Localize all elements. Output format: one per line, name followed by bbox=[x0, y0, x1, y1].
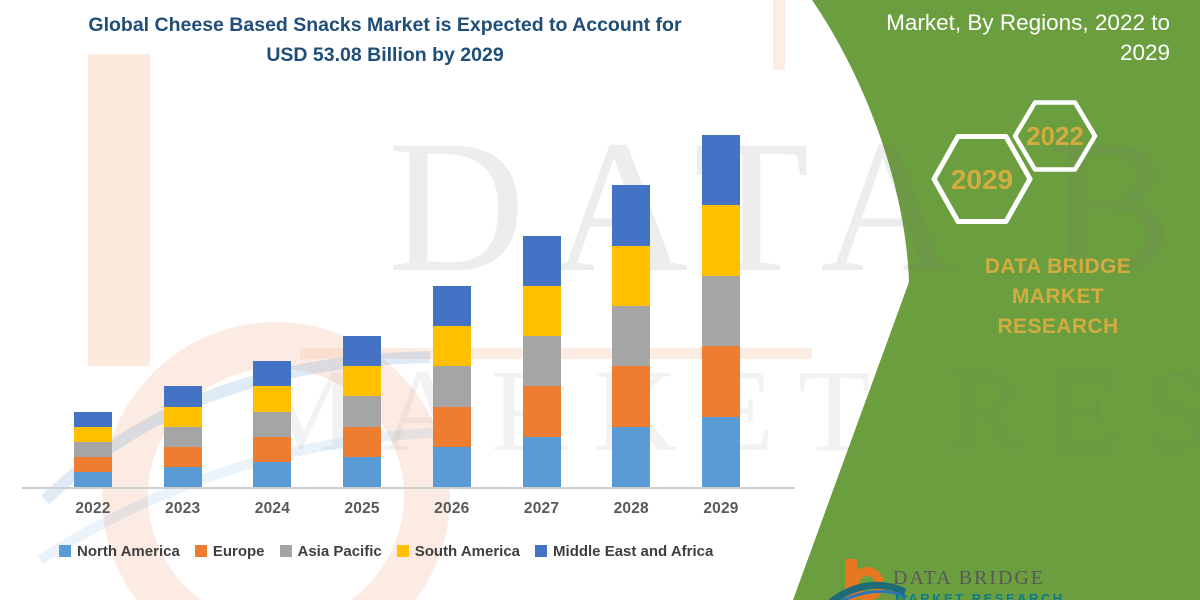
bar-segment-south-america-2024 bbox=[253, 386, 292, 412]
bar-segment-middle-east-and-africa-2027 bbox=[522, 235, 561, 286]
bar-segment-south-america-2026 bbox=[432, 326, 471, 367]
bar-segment-south-america-2025 bbox=[343, 366, 382, 397]
x-axis-label-2022: 2022 bbox=[75, 500, 111, 517]
panel-header-line1: Market, By Regions, 2022 to bbox=[886, 10, 1170, 35]
bar-segment-north-america-2022 bbox=[74, 471, 112, 487]
legend-item-europe: Europe bbox=[194, 542, 265, 560]
panel-header-line2: 2029 bbox=[1119, 40, 1170, 65]
bar-segment-south-america-2022 bbox=[74, 426, 112, 442]
panel-brand-text: DATA BRIDGE MARKET RESEARCH bbox=[938, 252, 1178, 342]
bar-segment-europe-2022 bbox=[74, 456, 112, 472]
hexagon-2022: 2022 bbox=[1012, 100, 1098, 172]
legend-item-south-america: South America bbox=[396, 542, 521, 560]
bar-segment-north-america-2026 bbox=[432, 446, 471, 487]
bar-segment-north-america-2023 bbox=[163, 466, 202, 487]
bar-segment-asia-pacific-2026 bbox=[432, 366, 471, 407]
bar-segment-north-america-2027 bbox=[522, 436, 561, 487]
chart-title-line1: Global Cheese Based Snacks Market is Exp… bbox=[88, 14, 682, 36]
bar-segment-south-america-2029 bbox=[701, 205, 740, 276]
bar-segment-asia-pacific-2028 bbox=[612, 305, 651, 367]
hexagon-2029: 2029 bbox=[931, 134, 1033, 224]
panel-brand-line1: DATA BRIDGE MARKET bbox=[984, 255, 1132, 308]
legend-swatch bbox=[396, 545, 409, 557]
x-axis-label-2026: 2026 bbox=[434, 500, 470, 517]
x-axis-label-2025: 2025 bbox=[344, 500, 380, 517]
green-panel-shape bbox=[793, 0, 1200, 600]
x-axis-label-2023: 2023 bbox=[165, 500, 201, 517]
bar-segment-asia-pacific-2022 bbox=[74, 441, 112, 457]
legend-label: Europe bbox=[212, 542, 265, 560]
bar-segment-europe-2023 bbox=[163, 446, 202, 467]
legend-swatch bbox=[194, 545, 207, 557]
bar-segment-south-america-2023 bbox=[163, 406, 202, 427]
bar-segment-middle-east-and-africa-2029 bbox=[701, 134, 740, 206]
chart-legend: North America Europe Asia Pacific South Ame… bbox=[59, 541, 799, 561]
bar-segment-asia-pacific-2025 bbox=[343, 396, 382, 427]
bar-segment-asia-pacific-2027 bbox=[522, 336, 561, 387]
bar-segment-europe-2028 bbox=[612, 366, 651, 427]
footer-logo-name: DATA BRIDGE bbox=[893, 567, 1046, 589]
legend-label: Asia Pacific bbox=[297, 542, 382, 560]
chart-title-line2: USD 53.08 Billion by 2029 bbox=[266, 44, 504, 66]
legend-swatch bbox=[279, 545, 292, 557]
bar-segment-asia-pacific-2023 bbox=[163, 426, 202, 447]
bar-segment-europe-2029 bbox=[701, 346, 740, 417]
x-axis-line bbox=[22, 487, 795, 489]
bar-segment-europe-2025 bbox=[343, 426, 382, 457]
panel-header: Market, By Regions, 2022 to 2029 bbox=[850, 8, 1170, 68]
hexagon-2029-label: 2029 bbox=[951, 164, 1013, 195]
bar-segment-middle-east-and-africa-2023 bbox=[163, 386, 202, 407]
hexagon-2022-label: 2022 bbox=[1026, 121, 1084, 151]
bar-segment-south-america-2028 bbox=[612, 245, 651, 306]
bar-segment-asia-pacific-2024 bbox=[253, 411, 292, 437]
x-axis-label-2029: 2029 bbox=[703, 500, 739, 517]
footer-logo-subtitle: MARKET RESEARCH bbox=[895, 591, 1065, 600]
bar-segment-north-america-2024 bbox=[253, 461, 292, 487]
legend-label: Middle East and Africa bbox=[553, 542, 714, 560]
bar-segment-south-america-2027 bbox=[522, 285, 561, 337]
x-axis-label-2027: 2027 bbox=[523, 500, 560, 517]
bar-segment-middle-east-and-africa-2025 bbox=[343, 336, 382, 367]
legend-item-asia-pacific: Asia Pacific bbox=[279, 542, 382, 560]
legend-item-north-america: North America bbox=[59, 543, 180, 560]
bar-segment-middle-east-and-africa-2024 bbox=[253, 361, 292, 387]
legend-item-middle-east-and-africa: Middle East and Africa bbox=[535, 543, 713, 560]
bar-segment-north-america-2029 bbox=[701, 416, 740, 487]
bar-segment-europe-2024 bbox=[253, 436, 292, 462]
x-axis-label-2024: 2024 bbox=[254, 500, 291, 517]
legend-swatch bbox=[535, 545, 548, 557]
x-axis-label-2028: 2028 bbox=[613, 500, 649, 517]
bar-segment-middle-east-and-africa-2026 bbox=[432, 285, 471, 327]
bar-segment-europe-2026 bbox=[432, 406, 471, 447]
legend-swatch bbox=[59, 545, 71, 557]
legend-label: North America bbox=[77, 542, 180, 560]
bar-segment-middle-east-and-africa-2022 bbox=[74, 411, 112, 427]
bar-segment-middle-east-and-africa-2028 bbox=[612, 185, 651, 246]
bar-segment-north-america-2028 bbox=[612, 426, 651, 487]
data-bridge-logo-icon bbox=[828, 559, 908, 600]
chart-title: Global Cheese Based Snacks Market is Exp… bbox=[55, 10, 715, 70]
bar-segment-europe-2027 bbox=[522, 386, 561, 437]
panel-brand-line2: RESEARCH bbox=[997, 315, 1119, 338]
bar-segment-asia-pacific-2029 bbox=[701, 275, 740, 347]
bar-segment-north-america-2025 bbox=[343, 456, 382, 487]
legend-label: South America bbox=[414, 542, 521, 560]
